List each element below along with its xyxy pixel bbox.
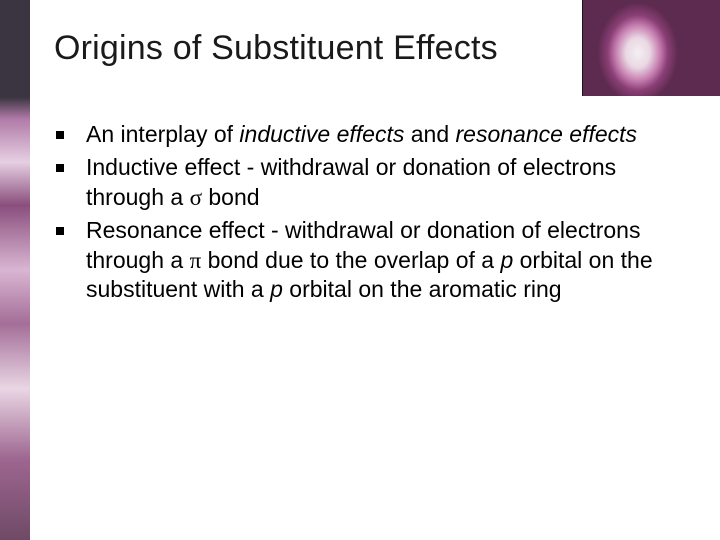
bullet-marker-icon [56,131,64,139]
bullet-text: Inductive effect - withdrawal or donatio… [86,153,676,212]
header-flower-image [582,0,720,96]
bullet-item: Inductive effect - withdrawal or donatio… [56,153,676,212]
bullet-text: Resonance effect - withdrawal or donatio… [86,216,676,304]
bullet-marker-icon [56,227,64,235]
slide-body: An interplay of inductive effects and re… [56,120,676,309]
bullet-marker-icon [56,164,64,172]
bullet-item: An interplay of inductive effects and re… [56,120,676,149]
bullet-text: An interplay of inductive effects and re… [86,120,637,149]
slide-title: Origins of Substituent Effects [54,29,498,68]
header-title-area: Origins of Substituent Effects [30,0,582,96]
bullet-item: Resonance effect - withdrawal or donatio… [56,216,676,304]
slide: Origins of Substituent Effects An interp… [0,0,720,540]
slide-header: Origins of Substituent Effects [0,0,720,96]
